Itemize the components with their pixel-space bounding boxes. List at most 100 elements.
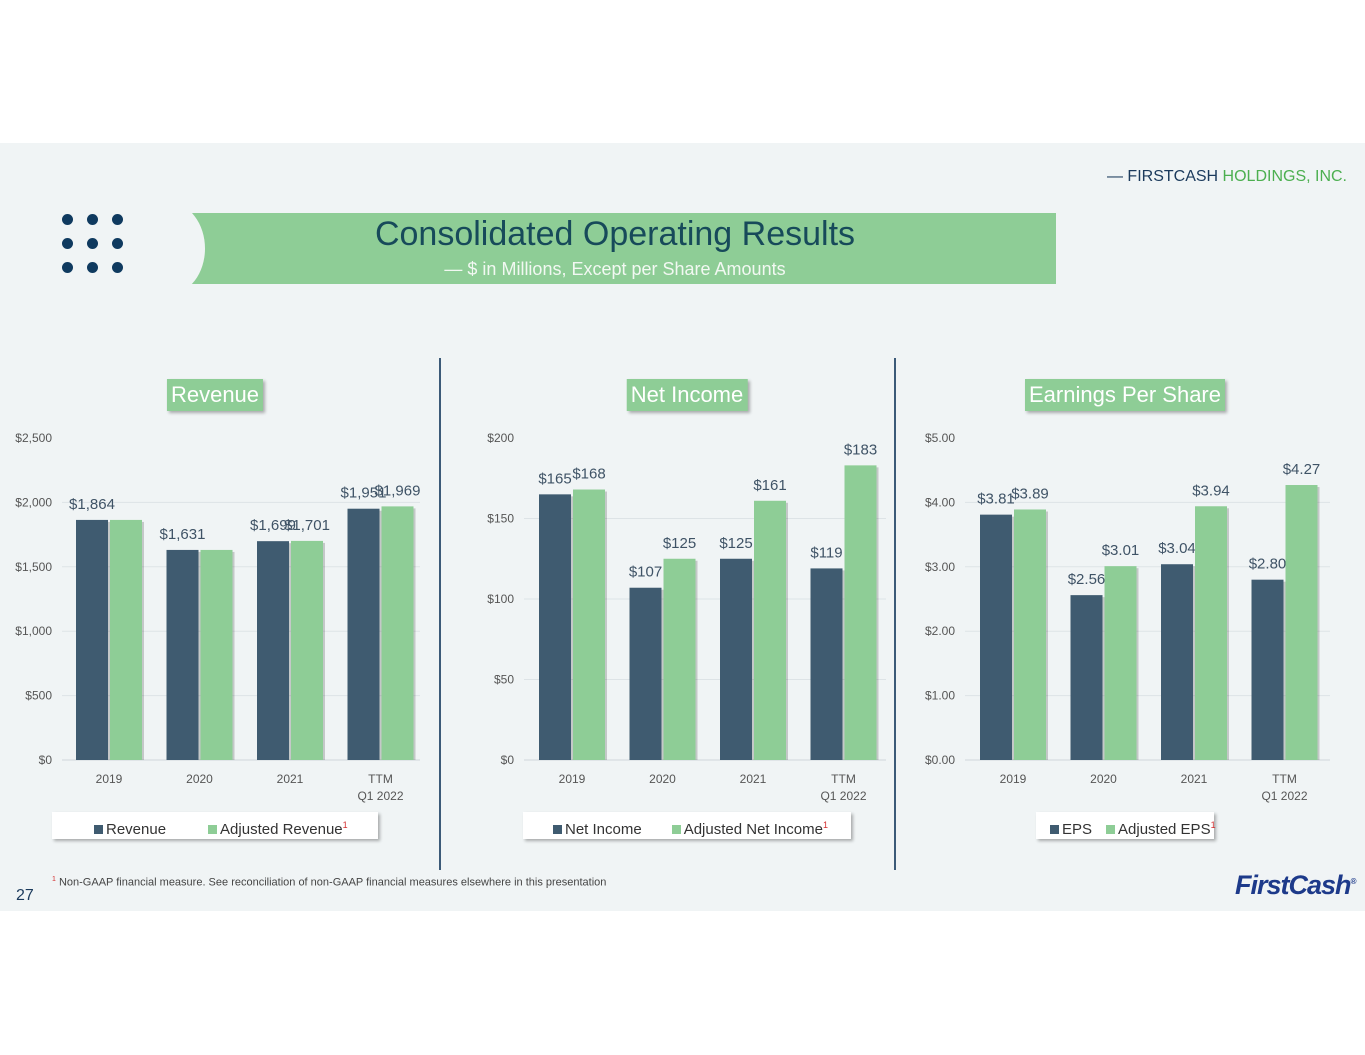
data-label: $1,969	[375, 482, 421, 499]
x-tick-label: TTM	[831, 772, 856, 786]
x-tick-label: 2020	[649, 772, 676, 786]
x-tick-label: TTM	[368, 772, 393, 786]
y-tick-label: $100	[487, 592, 514, 606]
bar-net-income	[720, 558, 752, 760]
bar-revenue	[76, 519, 108, 760]
y-tick-label: $1,500	[15, 560, 52, 574]
bar-adjusted-revenue	[291, 540, 323, 760]
data-label: $107	[629, 564, 662, 581]
data-label: $3.04	[1158, 540, 1196, 557]
x-tick-label: 2021	[1181, 772, 1208, 786]
legend-item: Adjusted EPS	[1118, 821, 1211, 838]
bar-adjusted-eps	[1285, 485, 1318, 760]
chart-title-revenue: Revenue	[166, 379, 264, 411]
divider	[439, 358, 441, 870]
footnote-marker: 1	[52, 876, 56, 883]
footnote: 1 Non-GAAP financial measure. See reconc…	[52, 876, 606, 889]
y-tick-label: $150	[487, 512, 514, 526]
data-label: $3.01	[1102, 542, 1140, 559]
bar-eps	[1161, 564, 1193, 760]
y-tick-label: $500	[25, 689, 52, 703]
bar-net-income	[810, 568, 843, 760]
bar-revenue	[257, 541, 289, 760]
bar-adjusted-net-income	[754, 500, 786, 760]
footnote-marker: 1	[822, 820, 828, 830]
bar-adjusted-revenue	[381, 506, 414, 760]
data-label: $1,864	[69, 496, 115, 513]
data-label: $2.56	[1068, 571, 1106, 588]
y-tick-label: $2,000	[15, 495, 52, 509]
data-label: $3.94	[1192, 482, 1230, 499]
bar-adjusted-net-income	[844, 465, 877, 760]
brand-header: — FIRSTCASH HOLDINGS, INC.	[1107, 168, 1347, 186]
bar-eps	[980, 514, 1012, 760]
bar-eps	[1251, 579, 1284, 760]
y-tick-label: $1,000	[15, 624, 52, 638]
brand-prefix: — FIRSTCASH	[1106, 168, 1219, 185]
x-tick-label: Q1 2022	[1261, 789, 1307, 803]
x-tick-label: 2019	[96, 772, 123, 786]
y-tick-label: $1.00	[925, 689, 955, 703]
chart-title-eps: Earnings Per Share	[1025, 379, 1225, 411]
footnote-marker: 1	[342, 820, 348, 830]
y-tick-label: $0	[501, 753, 515, 767]
data-label: $165	[538, 470, 571, 487]
bar-revenue	[347, 508, 380, 760]
legend-item: Revenue	[106, 821, 167, 838]
data-label: $1,631	[160, 526, 206, 543]
legend-revenue: Revenue Adjusted Revenue1	[52, 812, 378, 839]
x-tick-label: 2019	[559, 772, 586, 786]
data-label: $1,701	[284, 517, 330, 534]
y-tick-label: $50	[494, 673, 514, 687]
y-tick-label: $2,500	[15, 431, 52, 445]
bar-net-income	[629, 587, 662, 760]
x-tick-label: 2019	[1000, 772, 1027, 786]
legend-item: Net Income	[565, 821, 642, 838]
bar-adjusted-eps	[1014, 509, 1046, 760]
data-label: $119	[810, 544, 842, 561]
y-tick-label: $200	[487, 431, 514, 445]
x-tick-label: 2020	[1090, 772, 1117, 786]
legend-net-income: Net Income Adjusted Net Income1	[523, 812, 851, 839]
data-label: $1,699	[250, 517, 296, 534]
data-label: $168	[572, 466, 605, 483]
data-label: $125	[663, 535, 696, 552]
data-label: $3.81	[977, 491, 1015, 508]
dots-decoration	[62, 214, 134, 273]
x-tick-label: 2020	[186, 772, 213, 786]
bar-net-income	[539, 494, 571, 760]
legend-item: EPS	[1062, 821, 1093, 838]
page-title: Consolidated Operating Results	[374, 215, 856, 253]
data-label: $3.89	[1011, 485, 1049, 502]
bar-adjusted-eps	[1104, 566, 1137, 760]
legend-eps: EPS Adjusted EPS1	[1036, 812, 1216, 839]
x-tick-label: Q1 2022	[357, 789, 403, 803]
y-tick-label: $0	[39, 753, 53, 767]
y-tick-label: $0.00	[925, 753, 955, 767]
x-tick-label: Q1 2022	[820, 789, 866, 803]
chart-title-net-income: Net Income	[626, 379, 748, 411]
bar-adjusted-eps	[1195, 506, 1227, 760]
data-label: $125	[719, 535, 752, 552]
bar-adjusted-revenue	[200, 549, 233, 760]
bar-eps	[1070, 595, 1103, 760]
bar-revenue	[166, 549, 199, 760]
y-tick-label: $2.00	[925, 624, 955, 638]
y-tick-label: $3.00	[925, 560, 955, 574]
bar-adjusted-revenue	[110, 519, 142, 760]
legend-item: Adjusted Revenue	[220, 821, 343, 838]
x-tick-label: 2021	[740, 772, 767, 786]
data-label: $183	[844, 441, 877, 458]
footnote-text: Non-GAAP financial measure. See reconcil…	[58, 876, 607, 889]
page-subtitle: — $ in Millions, Except per Share Amount…	[444, 259, 786, 279]
data-label: $1,951	[341, 485, 387, 502]
y-tick-label: $5.00	[925, 431, 955, 445]
bar-adjusted-net-income	[573, 489, 605, 760]
title-banner: Consolidated Operating Results — $ in Mi…	[135, 203, 1056, 294]
page-number: 27	[16, 887, 34, 904]
bar-adjusted-net-income	[663, 558, 696, 760]
x-tick-label: TTM	[1272, 772, 1297, 786]
brand-suffix: HOLDINGS, INC.	[1218, 168, 1347, 185]
data-label: $161	[753, 477, 786, 494]
